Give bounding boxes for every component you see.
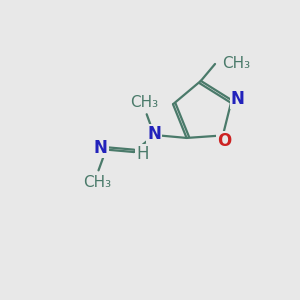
Text: O: O bbox=[217, 132, 232, 150]
Text: CH₃: CH₃ bbox=[130, 95, 158, 110]
Text: CH₃: CH₃ bbox=[222, 56, 250, 71]
Text: N: N bbox=[94, 139, 108, 157]
Text: N: N bbox=[231, 90, 244, 108]
Text: CH₃: CH₃ bbox=[83, 175, 111, 190]
Text: N: N bbox=[147, 124, 161, 142]
Text: H: H bbox=[136, 145, 148, 163]
